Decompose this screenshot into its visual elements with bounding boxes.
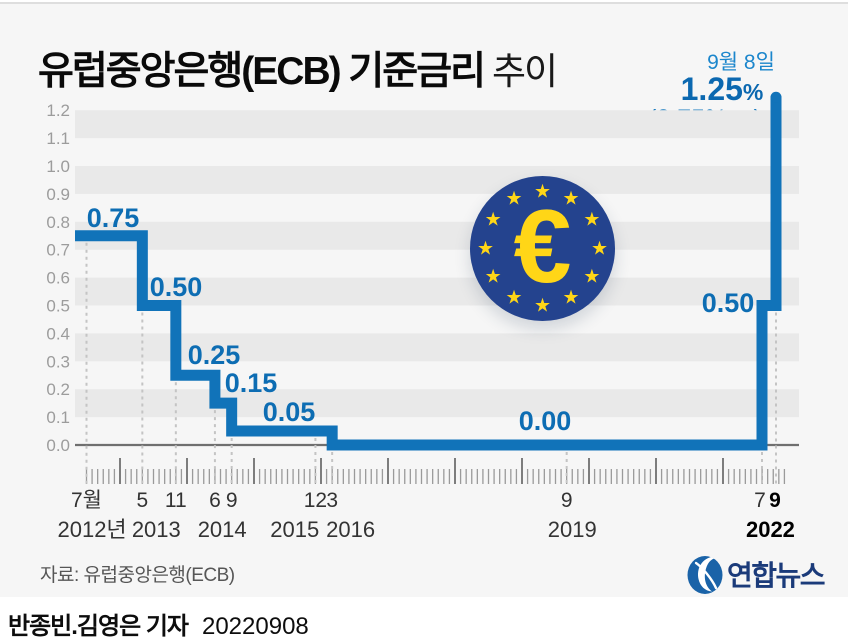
y-tick-label: 0.9 — [46, 185, 70, 204]
x-year-label: 2013 — [132, 517, 181, 542]
x-month-label: 3 — [326, 489, 338, 512]
eu-star-icon: ★ — [562, 287, 580, 309]
title-sub: 추이 — [491, 51, 558, 92]
footer-date: 20220908 — [201, 613, 309, 640]
x-month-label: 9 — [561, 489, 573, 512]
rate-step-chart: 1.21.11.00.90.80.70.60.50.40.30.20.10.00… — [46, 91, 799, 542]
euro-symbol: € — [513, 188, 572, 305]
x-year-label: 2022 — [746, 517, 795, 542]
y-tick-label: 0.6 — [46, 269, 70, 288]
footer-credit: 반종빈.김영은 기자 20220908 — [8, 606, 309, 641]
eu-star-icon: ★ — [583, 209, 601, 231]
y-tick-label: 0.0 — [46, 436, 70, 455]
y-tick-label: 0.5 — [46, 297, 70, 316]
y-tick-label: 0.7 — [46, 241, 70, 260]
page-title: 유럽중앙은행(ECB) 기준금리 추이 — [38, 40, 558, 96]
y-tick-label: 1.1 — [46, 129, 70, 148]
x-month-label: 11 — [165, 489, 187, 512]
y-tick-label: 0.1 — [46, 408, 70, 427]
x-month-label: 6 — [209, 489, 221, 512]
title-main: 유럽중앙은행(ECB) 기준금리 — [38, 50, 486, 93]
ecb-euro-logo: € ★ ★ ★ ★ ★ ★ ★ ★ ★ ★ ★ ★ — [470, 176, 615, 321]
x-month-label: 9 — [226, 489, 238, 512]
yonhap-globe-icon — [687, 556, 723, 594]
y-tick-label: 1.2 — [46, 101, 70, 120]
agency-name: 연합뉴스 — [727, 560, 826, 591]
reporter-byline: 반종빈.김영은 기자 — [8, 613, 189, 640]
rate-value-label: 0.25 — [188, 340, 241, 370]
rate-value-label: 0.00 — [519, 406, 572, 436]
source-note: 자료: 유럽중앙은행(ECB) — [40, 565, 235, 586]
x-month-label: 7 — [754, 489, 766, 512]
y-tick-label: 0.2 — [46, 380, 70, 399]
x-month-label: 12 — [304, 489, 327, 512]
x-year-label: 2016 — [326, 517, 375, 542]
eu-star-icon: ★ — [505, 188, 523, 210]
grid-band — [75, 277, 799, 306]
rate-value-label: 0.50 — [702, 288, 755, 318]
x-year-label: 2015 — [270, 517, 319, 542]
rate-value-label: 0.50 — [150, 272, 203, 302]
grid-band — [75, 333, 799, 362]
eu-star-icon: ★ — [484, 209, 502, 231]
eu-star-icon: ★ — [562, 188, 580, 210]
rate-value-label: 0.15 — [225, 368, 278, 398]
agency-logo: 연합뉴스 — [686, 553, 826, 595]
annotation-rate-value: 1.25 — [680, 71, 743, 107]
y-tick-label: 0.8 — [46, 213, 70, 232]
x-month-label: 9 — [769, 489, 781, 512]
y-tick-label: 1.0 — [46, 157, 70, 176]
rate-value-label: 0.05 — [263, 397, 316, 427]
line-end-cap — [770, 91, 782, 103]
annotation-date: 9월 8일 — [707, 51, 775, 74]
x-year-label: 2012년 — [57, 517, 126, 542]
eu-star-icon: ★ — [583, 266, 601, 288]
x-year-label: 2014 — [198, 517, 247, 542]
annotation-rate-unit: % — [742, 79, 764, 105]
grid-band — [75, 166, 799, 194]
eu-star-icon: ★ — [533, 295, 552, 316]
annotation-rate: 1.25% — [662, 71, 782, 108]
eu-star-icon: ★ — [533, 181, 552, 202]
grid-band — [75, 221, 799, 250]
eu-star-icon: ★ — [484, 266, 502, 288]
eu-star-icon: ★ — [590, 238, 609, 259]
y-tick-label: 0.4 — [46, 324, 70, 343]
eu-star-icon: ★ — [505, 287, 523, 309]
x-month-label: 5 — [136, 489, 148, 512]
eu-star-icon: ★ — [476, 238, 495, 259]
rate-step-line — [75, 96, 782, 451]
grid-band — [75, 110, 799, 139]
x-year-label: 2019 — [548, 517, 597, 542]
grid-band — [75, 389, 799, 418]
y-tick-label: 0.3 — [46, 352, 70, 371]
rate-value-label: 0.75 — [87, 203, 140, 233]
x-month-label: 7월 — [71, 489, 102, 512]
